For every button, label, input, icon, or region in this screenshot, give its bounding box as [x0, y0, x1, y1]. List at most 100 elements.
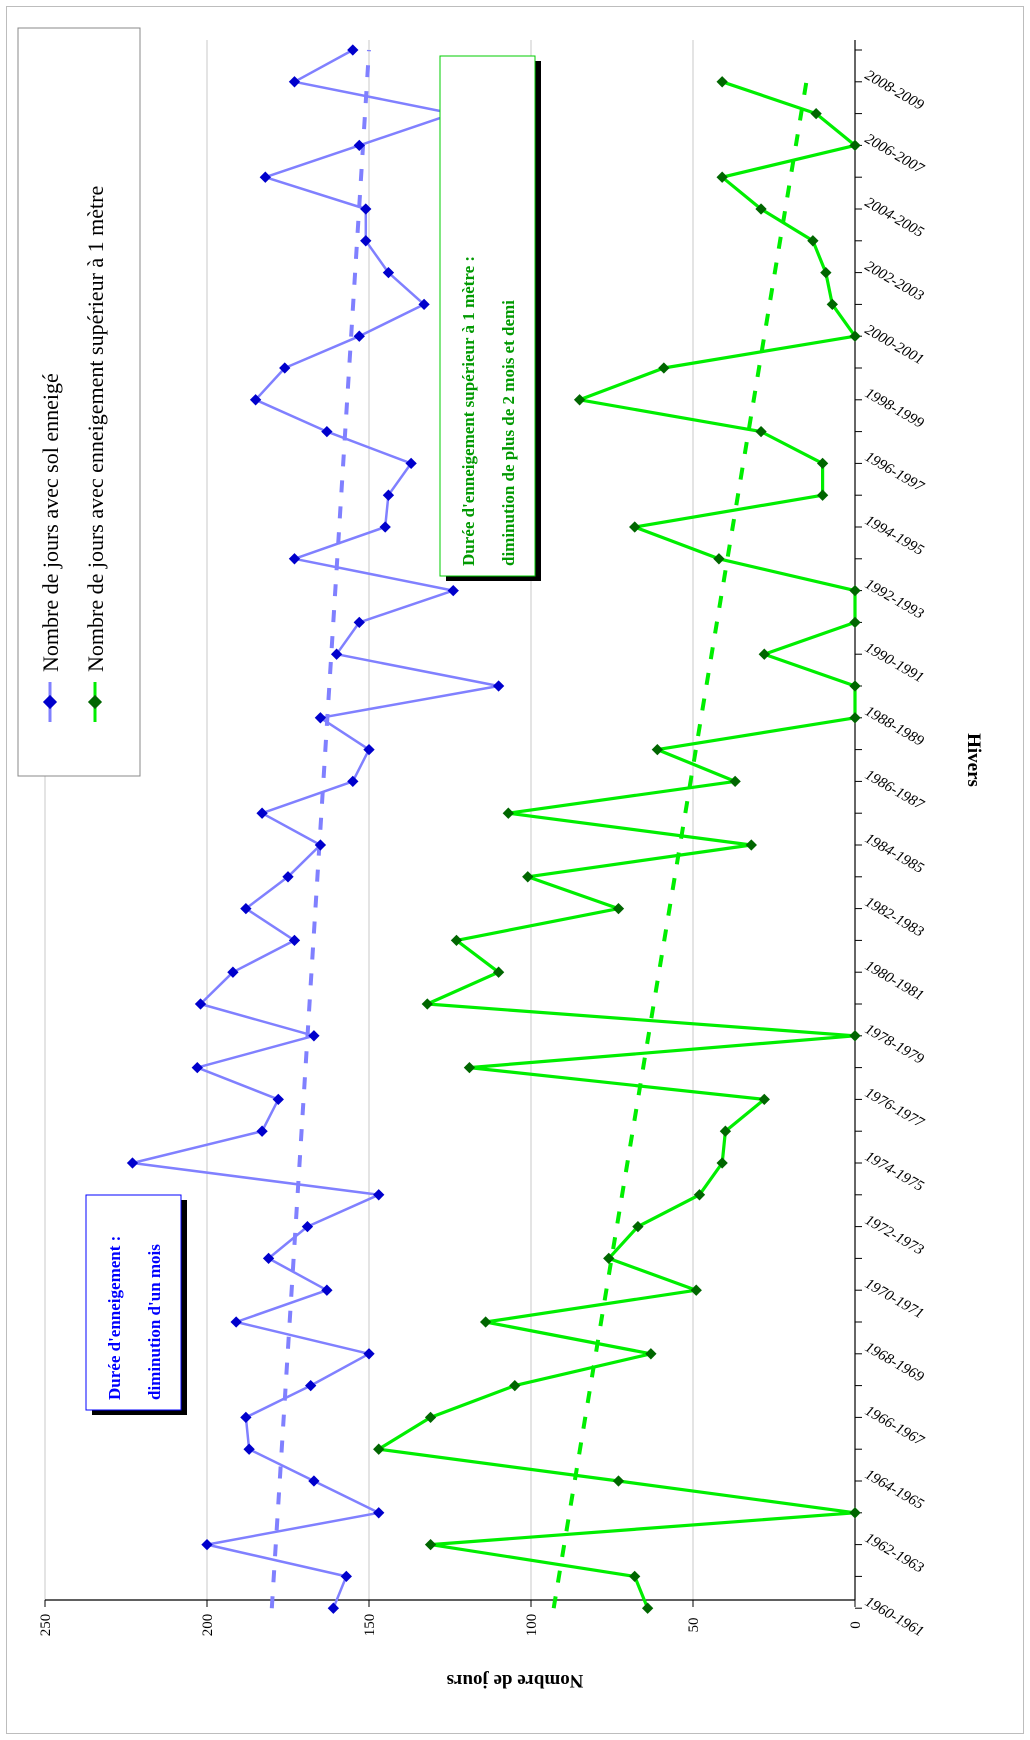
data-point-series-0 — [363, 743, 375, 756]
series-points — [126, 44, 861, 1614]
x-tick-label: 2004-2005 — [862, 195, 927, 242]
annotation-green-box — [439, 55, 536, 577]
data-point-series-0 — [194, 998, 207, 1010]
data-point-series-1 — [820, 266, 832, 279]
data-point-series-1 — [522, 871, 534, 883]
data-point-series-0 — [272, 1093, 284, 1106]
data-point-series-0 — [330, 648, 343, 660]
x-tick-label: 1976-1977 — [862, 1085, 928, 1132]
data-point-series-1 — [849, 1507, 861, 1519]
data-point-series-1 — [629, 1570, 641, 1583]
data-point-series-1 — [690, 1284, 702, 1296]
data-point-series-0 — [201, 1538, 213, 1551]
data-point-series-1 — [849, 1030, 861, 1042]
data-point-series-1 — [373, 1443, 385, 1455]
legend-marker-enneigement-1m — [87, 694, 103, 710]
data-point-series-0 — [191, 1061, 203, 1074]
data-point-series-1 — [603, 1252, 615, 1265]
data-point-series-1 — [424, 1538, 437, 1551]
data-point-series-0 — [308, 1475, 320, 1487]
data-point-series-0 — [256, 807, 268, 819]
data-point-series-1 — [719, 1125, 732, 1137]
annotation-blue-box — [85, 1194, 182, 1411]
data-point-series-1 — [716, 1157, 728, 1169]
data-point-series-0 — [373, 1189, 385, 1201]
y-tick-label-100: 100 — [524, 1614, 540, 1637]
y-tick-label-150: 150 — [362, 1614, 378, 1637]
data-point-series-0 — [382, 266, 395, 279]
data-point-series-1 — [758, 648, 770, 660]
data-point-series-1 — [658, 362, 670, 374]
data-point-series-1 — [693, 1189, 706, 1201]
data-point-series-0 — [288, 76, 301, 88]
data-point-series-0 — [321, 425, 333, 438]
data-point-series-1 — [729, 775, 741, 788]
data-point-series-1 — [807, 235, 819, 247]
data-point-series-0 — [314, 839, 327, 851]
legend-marker-sol-enneige — [42, 694, 58, 710]
data-point-series-0 — [492, 680, 505, 692]
x-axis-title: Hivers — [963, 733, 984, 787]
data-point-series-1 — [479, 1316, 492, 1328]
data-point-series-1 — [849, 616, 861, 629]
data-point-series-1 — [849, 139, 861, 152]
y-tick-label-0: 0 — [848, 1621, 864, 1629]
legend: Nombre de jours avec sol enneigé Nombre … — [17, 27, 141, 777]
legend-box — [17, 27, 141, 777]
data-point-series-1 — [758, 1093, 770, 1106]
data-point-series-1 — [645, 1348, 657, 1360]
data-point-series-0 — [382, 489, 395, 501]
x-tick-label: 1998-1999 — [862, 385, 927, 432]
x-tick-label: 1964-1965 — [862, 1467, 927, 1514]
x-tick-label: 1986-1987 — [862, 767, 928, 814]
data-point-series-1 — [716, 76, 728, 88]
x-tick-label: 1978-1979 — [862, 1021, 927, 1068]
data-point-series-0 — [240, 1411, 252, 1424]
data-point-series-1 — [816, 457, 829, 470]
data-point-series-1 — [629, 521, 641, 533]
annotation-green-line1: Durée d'enneigement supérieur à 1 mètre … — [459, 256, 478, 566]
data-point-series-1 — [573, 394, 586, 406]
data-point-series-1 — [641, 1602, 654, 1614]
data-point-series-1 — [509, 1379, 521, 1392]
data-point-series-1 — [492, 966, 505, 978]
x-tick-label: 1972-1973 — [862, 1212, 926, 1258]
data-point-series-0 — [360, 203, 372, 215]
data-point-series-0 — [347, 44, 359, 56]
data-point-series-1 — [651, 743, 664, 756]
data-point-series-0 — [279, 362, 291, 374]
x-tick-label: 1984-1985 — [862, 831, 927, 878]
data-point-series-1 — [716, 171, 728, 183]
x-tick-label: 1970-1971 — [862, 1276, 926, 1322]
data-point-series-1 — [849, 584, 861, 597]
x-tick-label: 1962-1963 — [862, 1530, 926, 1576]
x-tick-label: 1968-1969 — [862, 1339, 927, 1386]
x-tick-label: 1992-1993 — [862, 576, 926, 622]
y-axis-ticks: 0 50 100 150 200 250 — [38, 1600, 864, 1636]
y-tick-label-200: 200 — [200, 1614, 216, 1637]
data-point-series-0 — [340, 1570, 352, 1583]
data-point-series-0 — [360, 235, 372, 247]
data-point-series-0 — [256, 1125, 268, 1137]
data-point-series-0 — [240, 902, 252, 915]
data-point-series-1 — [826, 298, 838, 311]
data-point-series-0 — [447, 584, 459, 597]
data-point-series-1 — [745, 839, 757, 851]
trend-line-series-0 — [269, 49, 371, 1609]
data-point-series-0 — [353, 330, 365, 342]
data-point-series-0 — [243, 1443, 255, 1455]
data-point-series-0 — [373, 1507, 385, 1519]
data-point-series-1 — [421, 998, 433, 1010]
x-tick-label: 1994-1995 — [862, 513, 927, 560]
data-point-series-1 — [849, 712, 861, 724]
data-point-series-1 — [816, 489, 829, 501]
data-point-series-1 — [755, 203, 767, 215]
trend-line-series-1 — [551, 81, 809, 1609]
data-point-series-1 — [713, 553, 725, 565]
data-point-series-0 — [308, 1030, 320, 1042]
legend-label-sol-enneige: Nombre de jours avec sol enneigé — [38, 373, 63, 672]
legend-label-enneigement-1m: Nombre de jours avec enneigement supérie… — [83, 186, 108, 672]
data-point-series-1 — [849, 680, 861, 692]
annotation-green-line2: diminution de plus de 2 mois et demi — [499, 300, 518, 566]
x-tick-label: 1988-1989 — [862, 703, 927, 750]
